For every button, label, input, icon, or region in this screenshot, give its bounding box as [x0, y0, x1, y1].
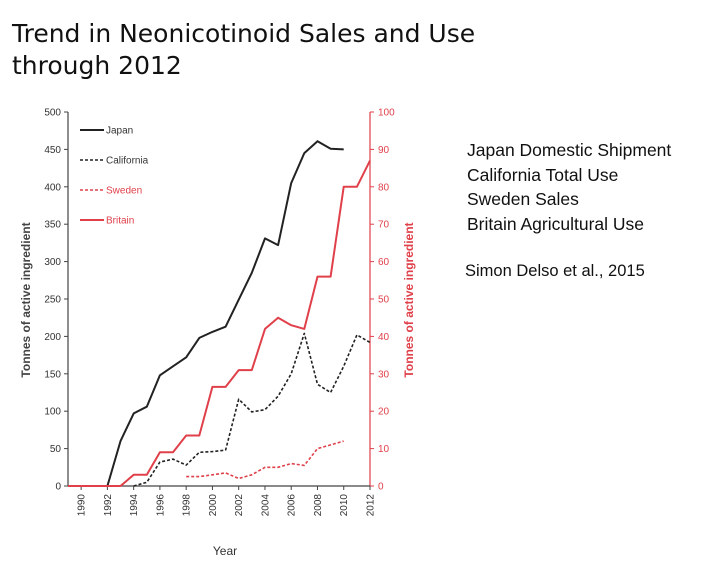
y-right-tick-label: 80	[378, 182, 390, 193]
slide-title: Trend in Neonicotinoid Sales and Use thr…	[12, 18, 475, 82]
y-right-tick-label: 0	[378, 482, 384, 493]
series-description-britain: Britain Agricultural Use	[467, 213, 645, 234]
series-description-list: Japan Domestic Shipment California Total…	[467, 138, 671, 236]
y-right-tick-label: 20	[378, 407, 390, 418]
y-right-tick-label: 100	[378, 108, 395, 119]
y-right-tick-label: 90	[378, 145, 390, 156]
x-tick-label: 1996	[155, 494, 166, 517]
series-description-california: California Total Use	[467, 164, 619, 185]
series-description-sweden: Sweden Sales	[467, 189, 579, 209]
y-left-tick-label: 150	[44, 369, 61, 380]
citation: Simon Delso et al., 2015	[465, 262, 645, 280]
y-left-tick-label: 450	[44, 145, 61, 156]
y-left-tick-label: 200	[44, 332, 61, 343]
x-tick-label: 2010	[339, 494, 350, 517]
legend-label-britain: Britain	[106, 216, 134, 227]
y-left-tick-label: 50	[50, 444, 62, 455]
y-right-tick-label: 50	[378, 295, 390, 306]
y-left-tick-label: 0	[55, 482, 61, 493]
x-tick-label: 1998	[182, 494, 193, 517]
x-tick-label: 2004	[260, 494, 271, 517]
slide-title-line-2: through 2012	[12, 51, 182, 80]
series-line-california	[133, 332, 371, 487]
series-line-japan	[106, 140, 344, 487]
legend-label-japan: Japan	[106, 126, 133, 137]
x-axis-label: Year	[213, 544, 237, 558]
x-tick-label: 1994	[129, 494, 140, 517]
x-tick-label: 2006	[287, 494, 298, 517]
y-right-tick-label: 40	[378, 332, 390, 343]
y-right-tick-label: 70	[378, 220, 390, 231]
y-axis-left-label: Tonnes of active ingredient	[19, 222, 33, 377]
y-left-tick-label: 350	[44, 220, 61, 231]
y-left-tick-label: 300	[44, 257, 61, 268]
x-tick-label: 2012	[366, 494, 377, 517]
series-line-sweden	[186, 440, 344, 480]
x-tick-label: 1992	[103, 494, 114, 517]
series-line-britain	[68, 160, 371, 487]
y-axis-right-label: Tonnes of active ingredient	[402, 222, 416, 377]
x-tick-label: 2002	[234, 494, 245, 517]
x-tick-label: 2000	[208, 494, 219, 517]
series-description-japan: Japan Domestic Shipment	[467, 140, 672, 160]
y-left-tick-label: 250	[44, 295, 61, 306]
y-left-tick-label: 100	[44, 407, 61, 418]
y-left-tick-label: 500	[44, 108, 61, 119]
slide-title-line-1: Trend in Neonicotinoid Sales and Use	[12, 19, 476, 48]
legend-label-california: California	[106, 156, 149, 167]
y-right-tick-label: 10	[378, 444, 390, 455]
y-right-tick-label: 60	[378, 257, 390, 268]
x-tick-label: 2008	[313, 494, 324, 517]
y-left-tick-label: 400	[44, 182, 61, 193]
legend-label-sweden: Sweden	[106, 186, 142, 197]
x-tick-label: 1990	[77, 494, 88, 517]
y-right-tick-label: 30	[378, 369, 390, 380]
